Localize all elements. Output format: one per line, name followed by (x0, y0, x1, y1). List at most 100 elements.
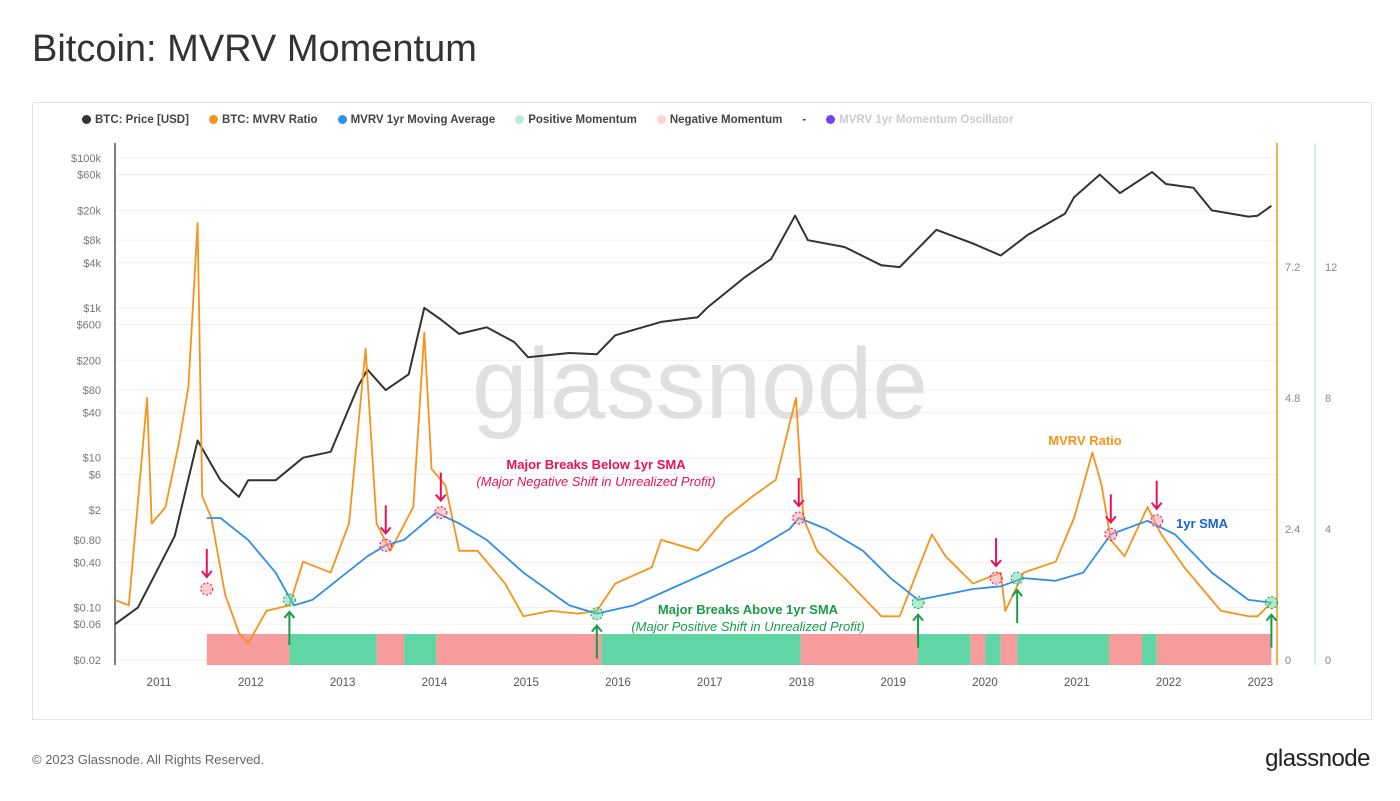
y-left-tick-label: $0.80 (73, 535, 101, 547)
x-tick-label: 2022 (1156, 677, 1182, 689)
momentum-bar-positive (289, 634, 377, 665)
legend-label: - (802, 114, 807, 126)
down-arrow-icon (201, 549, 213, 579)
momentum-bar-negative (206, 634, 290, 665)
annotation-above-subtitle: (Major Positive Shift in Unrealized Prof… (631, 619, 864, 634)
legend-dot-icon (656, 115, 666, 124)
momentum-bar-negative (1000, 634, 1018, 665)
copyright: © 2023 Glassnode. All Rights Reserved. (32, 752, 265, 767)
watermark: glassnode (472, 328, 928, 440)
annotation-mvrv-label: MVRV Ratio (1048, 433, 1121, 448)
legend-label: Negative Momentum (669, 114, 783, 126)
x-tick-label: 2014 (422, 677, 448, 689)
y-left-tick-label: $60k (77, 170, 101, 182)
legend-item[interactable]: BTC: Price [USD] (82, 114, 189, 126)
break-above-marker (282, 593, 296, 607)
y-left-tick-label: $0.06 (73, 619, 101, 631)
up-arrow-icon (1265, 613, 1278, 648)
y-left-tick-label: $10 (83, 453, 101, 465)
series-line-0 (114, 171, 1272, 626)
x-tick-label: 2020 (972, 677, 998, 689)
up-arrow-icon (912, 613, 924, 648)
legend-label: Positive Momentum (528, 114, 637, 126)
legend-dot-icon (826, 115, 836, 124)
x-tick-label: 2021 (1064, 677, 1090, 689)
legend-item[interactable]: Positive Momentum (515, 114, 637, 126)
down-arrow-icon (1150, 480, 1163, 511)
chart-frame (32, 102, 1372, 720)
break-below-marker (792, 511, 806, 525)
legend-item[interactable]: - (802, 114, 806, 126)
y-left-tick-label: $200 (77, 355, 101, 367)
annotation-below-title: Major Breaks Below 1yr SMA (506, 457, 686, 472)
break-below-marker (989, 571, 1003, 585)
legend-item[interactable]: MVRV 1yr Moving Average (337, 114, 496, 126)
momentum-bar-negative (376, 634, 405, 665)
legend-item[interactable]: Negative Momentum (656, 114, 783, 126)
momentum-bar-positive (1142, 634, 1157, 665)
legend-item[interactable]: MVRV 1yr Momentum Oscillator (826, 114, 1013, 126)
break-below-marker (1150, 514, 1164, 528)
momentum-bar-positive (985, 634, 1001, 665)
legend-dot-icon (515, 115, 525, 124)
legend-dot-icon (82, 115, 91, 124)
x-tick-label: 2023 (1248, 677, 1274, 689)
series-line-1 (114, 222, 1273, 645)
momentum-bar-negative (970, 634, 986, 665)
y-right-tick-label: 2.4 (1285, 524, 1300, 536)
legend-dot-icon (208, 115, 218, 124)
momentum-bar-negative (1156, 634, 1272, 665)
y-left-tick-label: $1k (83, 303, 101, 315)
x-tick-label: 2013 (330, 677, 356, 689)
down-arrow-icon (792, 478, 805, 508)
momentum-bar-positive (918, 634, 971, 665)
up-arrow-icon (591, 624, 603, 659)
y-left-tick-label: $2 (89, 505, 101, 517)
y-right-tick-label: 0 (1285, 655, 1291, 667)
x-tick-label: 2011 (147, 677, 172, 689)
break-above-marker (1264, 596, 1278, 610)
y-left-tick-label: $80 (83, 385, 101, 397)
y-left-tick-label: $6 (89, 469, 101, 481)
momentum-bar-positive (1017, 634, 1109, 665)
legend: BTC: Price [USD] BTC: MVRV Ratio MVRV 1yr … (82, 114, 1013, 126)
momentum-bar-positive (601, 634, 801, 665)
break-above-marker (590, 607, 604, 621)
series-line-2 (206, 511, 1272, 615)
y-left-tick-label: $100k (71, 153, 101, 165)
y-left-tick-label: $40 (83, 408, 101, 420)
down-arrow-icon (1105, 494, 1117, 524)
y-left-tick-label: $0.40 (73, 558, 101, 570)
up-arrow-icon (1011, 588, 1023, 624)
down-arrow-icon (990, 538, 1002, 568)
momentum-bar-negative (1108, 634, 1143, 665)
legend-label: BTC: Price [USD] (95, 114, 189, 126)
y-right2-tick-label: 4 (1325, 524, 1331, 536)
y-right-tick-label: 7.2 (1285, 262, 1300, 274)
legend-dot-icon (337, 115, 347, 124)
legend-item[interactable]: BTC: MVRV Ratio (208, 114, 318, 126)
y-left-tick-label: $20k (77, 205, 101, 217)
break-above-marker (911, 596, 925, 610)
break-below-marker (379, 538, 393, 552)
page-title: Bitcoin: MVRV Momentum (32, 28, 477, 70)
down-arrow-icon (435, 472, 447, 503)
x-tick-label: 2019 (880, 677, 906, 689)
break-above-marker (1010, 571, 1024, 585)
y-left-tick-label: $0.02 (73, 655, 101, 667)
x-tick-label: 2012 (238, 677, 264, 689)
up-arrow-icon (283, 610, 296, 645)
break-below-marker (434, 506, 448, 520)
x-tick-label: 2015 (513, 677, 539, 689)
momentum-bar-negative (436, 634, 602, 665)
momentum-bar-negative (800, 634, 919, 665)
legend-label: MVRV 1yr Momentum Oscillator (839, 114, 1014, 126)
y-right-tick-label: 4.8 (1285, 393, 1300, 405)
brand-logo: glassnode (1265, 745, 1370, 772)
y-right2-tick-label: 8 (1325, 393, 1331, 405)
y-left-tick-label: $8k (83, 235, 101, 247)
legend-label: MVRV 1yr Moving Average (350, 114, 496, 126)
y-right2-tick-label: 12 (1325, 262, 1337, 274)
y-left-tick-label: $600 (77, 319, 101, 331)
